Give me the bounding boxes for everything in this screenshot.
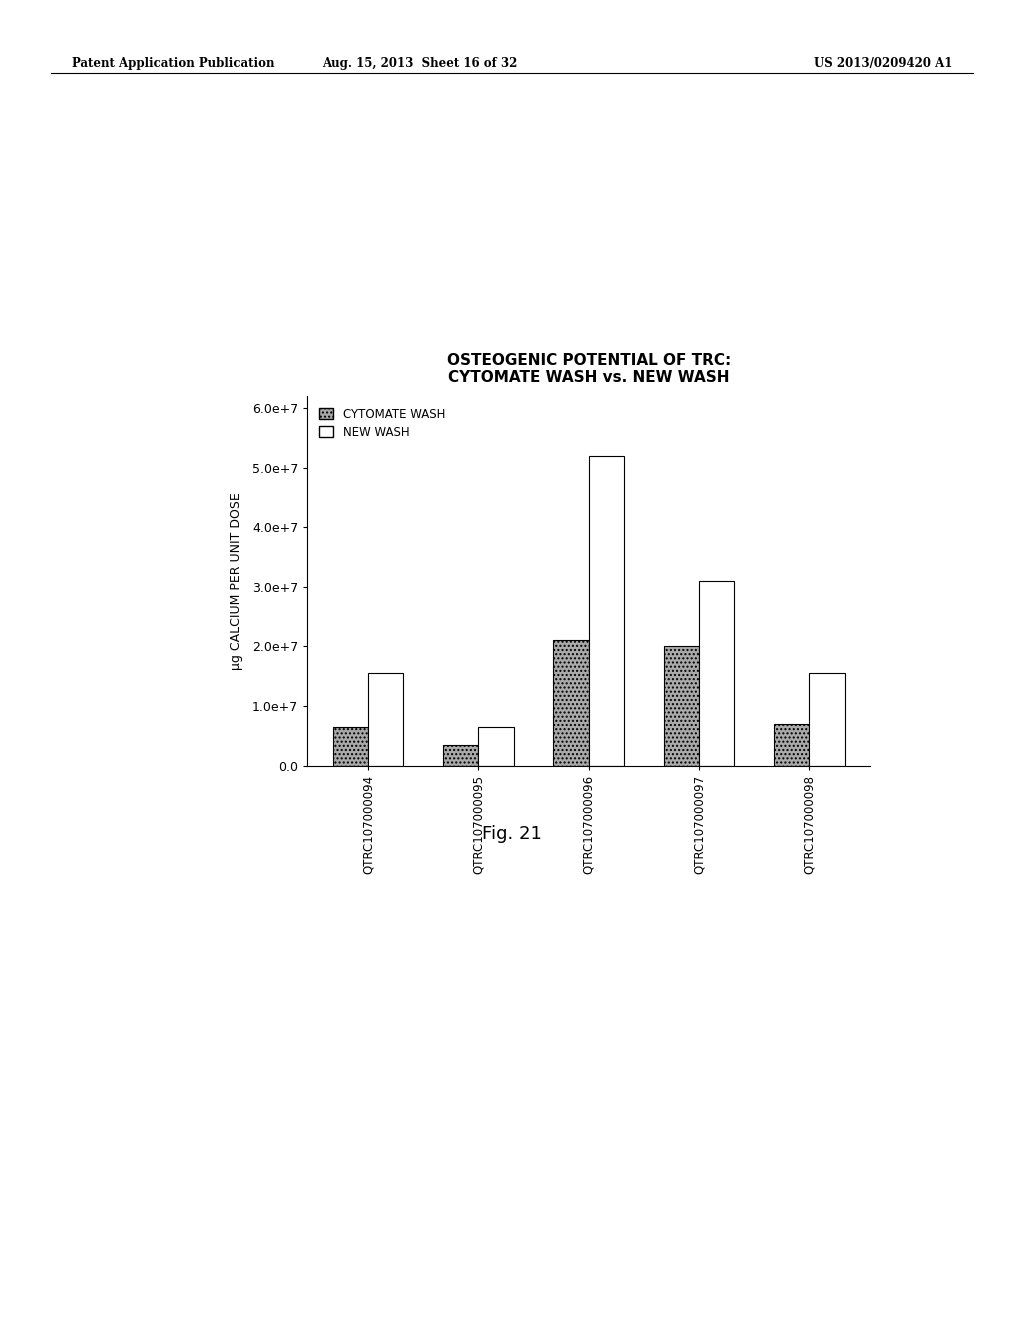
Bar: [333, 727, 368, 766]
Bar: [810, 673, 845, 766]
Bar: [664, 647, 699, 766]
Title: OSTEOGENIC POTENTIAL OF TRC:
CYTOMATE WASH vs. NEW WASH: OSTEOGENIC POTENTIAL OF TRC: CYTOMATE WA…: [446, 352, 731, 385]
Text: Aug. 15, 2013  Sheet 16 of 32: Aug. 15, 2013 Sheet 16 of 32: [323, 57, 517, 70]
Legend: CYTOMATE WASH, NEW WASH: CYTOMATE WASH, NEW WASH: [313, 401, 451, 445]
Text: Fig. 21: Fig. 21: [482, 825, 542, 843]
Y-axis label: μg CALCIUM PER UNIT DOSE: μg CALCIUM PER UNIT DOSE: [230, 492, 244, 669]
Text: US 2013/0209420 A1: US 2013/0209420 A1: [814, 57, 952, 70]
Bar: [443, 744, 478, 766]
Bar: [589, 455, 624, 766]
Text: Patent Application Publication: Patent Application Publication: [72, 57, 274, 70]
Bar: [478, 727, 514, 766]
Bar: [554, 640, 589, 766]
Bar: [774, 723, 810, 766]
Bar: [699, 581, 734, 766]
Bar: [368, 673, 403, 766]
